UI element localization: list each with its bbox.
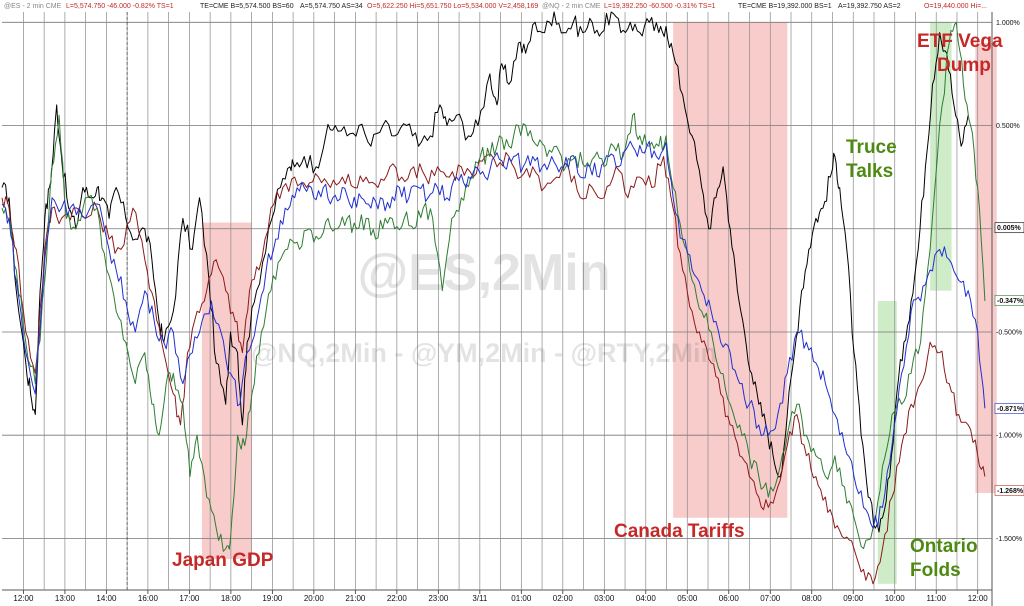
event-annotations: Japan GDP Canada Tariffs Ontario Folds Truce… xyxy=(172,31,1003,581)
x-tick-label: 12:00 xyxy=(13,594,34,603)
highlight-truce xyxy=(930,22,952,291)
nq-bid: TE=CME B=19,392.000 BS=1 xyxy=(738,3,832,10)
last-value-badge xyxy=(994,295,1024,306)
annotation-etf: Dump xyxy=(937,55,991,76)
nq-open: O=19,440.000 Hi=... xyxy=(924,3,987,10)
y-axis: 1.000% 0.500% -0.500% -1.000% -1.500% xyxy=(996,20,1022,543)
y-tick-label: -1.000% xyxy=(996,433,1022,440)
x-tick-label: 11:00 xyxy=(927,594,947,603)
x-tick-label: 08:00 xyxy=(802,594,823,603)
annotation-truce: Talks xyxy=(846,161,893,182)
grid xyxy=(2,12,993,606)
x-tick-label: 06:00 xyxy=(719,594,740,603)
es-ask: A=5,574.750 AS=34 xyxy=(300,3,363,10)
es-last-price: L=5,574.750 -46.000 -0.82% TS=1 xyxy=(66,3,174,10)
series-lines xyxy=(1,11,986,585)
series-line-nq xyxy=(1,140,986,529)
x-tick-label: 19:00 xyxy=(262,594,283,603)
annotation-ontario: Ontario xyxy=(910,536,978,557)
y-tick-label: 1.000% xyxy=(996,20,1020,27)
watermark: @ES,2Min @NQ,2Min - @YM,2Min - @RTY,2Min xyxy=(251,244,717,368)
es-bid: TE=CME B=5,574.500 BS=60 xyxy=(200,3,294,10)
x-tick-label: 12:00 xyxy=(968,594,989,603)
nq-last-price: L=19,392.250 -60.500 -0.31% TS=1 xyxy=(604,3,716,10)
annotation-truce: Truce xyxy=(846,137,897,158)
x-tick-label: 05:00 xyxy=(677,594,698,603)
last-value-badge xyxy=(994,485,1024,496)
nq-contract-label: @NQ - 2 min CME xyxy=(542,3,601,10)
nq-ask: A=19,392.750 AS=2 xyxy=(838,3,901,10)
header-bar: @ES - 2 min CME L=5,574.750 -46.000 -0.8… xyxy=(4,3,987,10)
last-value-badge xyxy=(994,222,1024,234)
x-tick-label: 03:00 xyxy=(594,594,615,603)
x-tick-label: 13:00 xyxy=(55,594,76,603)
annotation-ontario: Folds xyxy=(910,560,961,581)
x-axis: 12:00 13:00 14:00 16:00 17:00 18:00 19:00 20:00… xyxy=(13,590,988,603)
y-tick-label: -0.500% xyxy=(996,329,1022,336)
x-tick-label: 18:00 xyxy=(221,594,242,603)
x-tick-label: 01:00 xyxy=(511,594,532,603)
x-tick-label: 14:00 xyxy=(96,594,117,603)
highlight-etf xyxy=(975,42,997,493)
last-value-badge xyxy=(994,403,1024,414)
annotation-canada: Canada Tariffs xyxy=(614,521,745,542)
watermark-main: @ES,2Min xyxy=(358,244,611,302)
x-tick-label: 02:00 xyxy=(553,594,574,603)
annotation-japan: Japan GDP xyxy=(172,550,274,571)
x-tick-label: 04:00 xyxy=(636,594,657,603)
last-value-label: -0.347% xyxy=(997,298,1024,305)
last-value-label: 0.005% xyxy=(997,225,1022,232)
es-contract-label: @ES - 2 min CME xyxy=(4,3,62,10)
watermark-sub: @NQ,2Min - @YM,2Min - @RTY,2Min xyxy=(251,338,717,368)
last-value-label: -1.268% xyxy=(997,488,1024,495)
es-ohlc: O=5,622.250 Hi=5,651.750 Lo=5,534.000 V=… xyxy=(367,3,538,10)
x-tick-label: 07:00 xyxy=(760,594,781,603)
x-tick-label: 23:00 xyxy=(428,594,449,603)
x-tick-label: 20:00 xyxy=(304,594,325,603)
x-tick-label: 21:00 xyxy=(345,594,366,603)
x-tick-label: 09:00 xyxy=(843,594,864,603)
highlight-ontario xyxy=(877,301,897,584)
x-tick-label: 3/11 xyxy=(472,594,488,603)
series-line-ym xyxy=(1,152,986,585)
y-tick-label: 0.500% xyxy=(996,123,1020,130)
last-value-label: -0.871% xyxy=(997,406,1024,413)
x-tick-label: 16:00 xyxy=(138,594,159,603)
last-value-labels: 0.005% -0.347% -0.871% -1.268% xyxy=(994,222,1024,496)
series-line-rty xyxy=(1,21,986,552)
y-tick-label: -1.500% xyxy=(996,536,1022,543)
x-tick-label: 17:00 xyxy=(179,594,200,603)
annotation-etf: ETF Vega xyxy=(917,31,1003,52)
x-tick-label: 22:00 xyxy=(387,594,408,603)
x-tick-label: 10:00 xyxy=(885,594,906,603)
